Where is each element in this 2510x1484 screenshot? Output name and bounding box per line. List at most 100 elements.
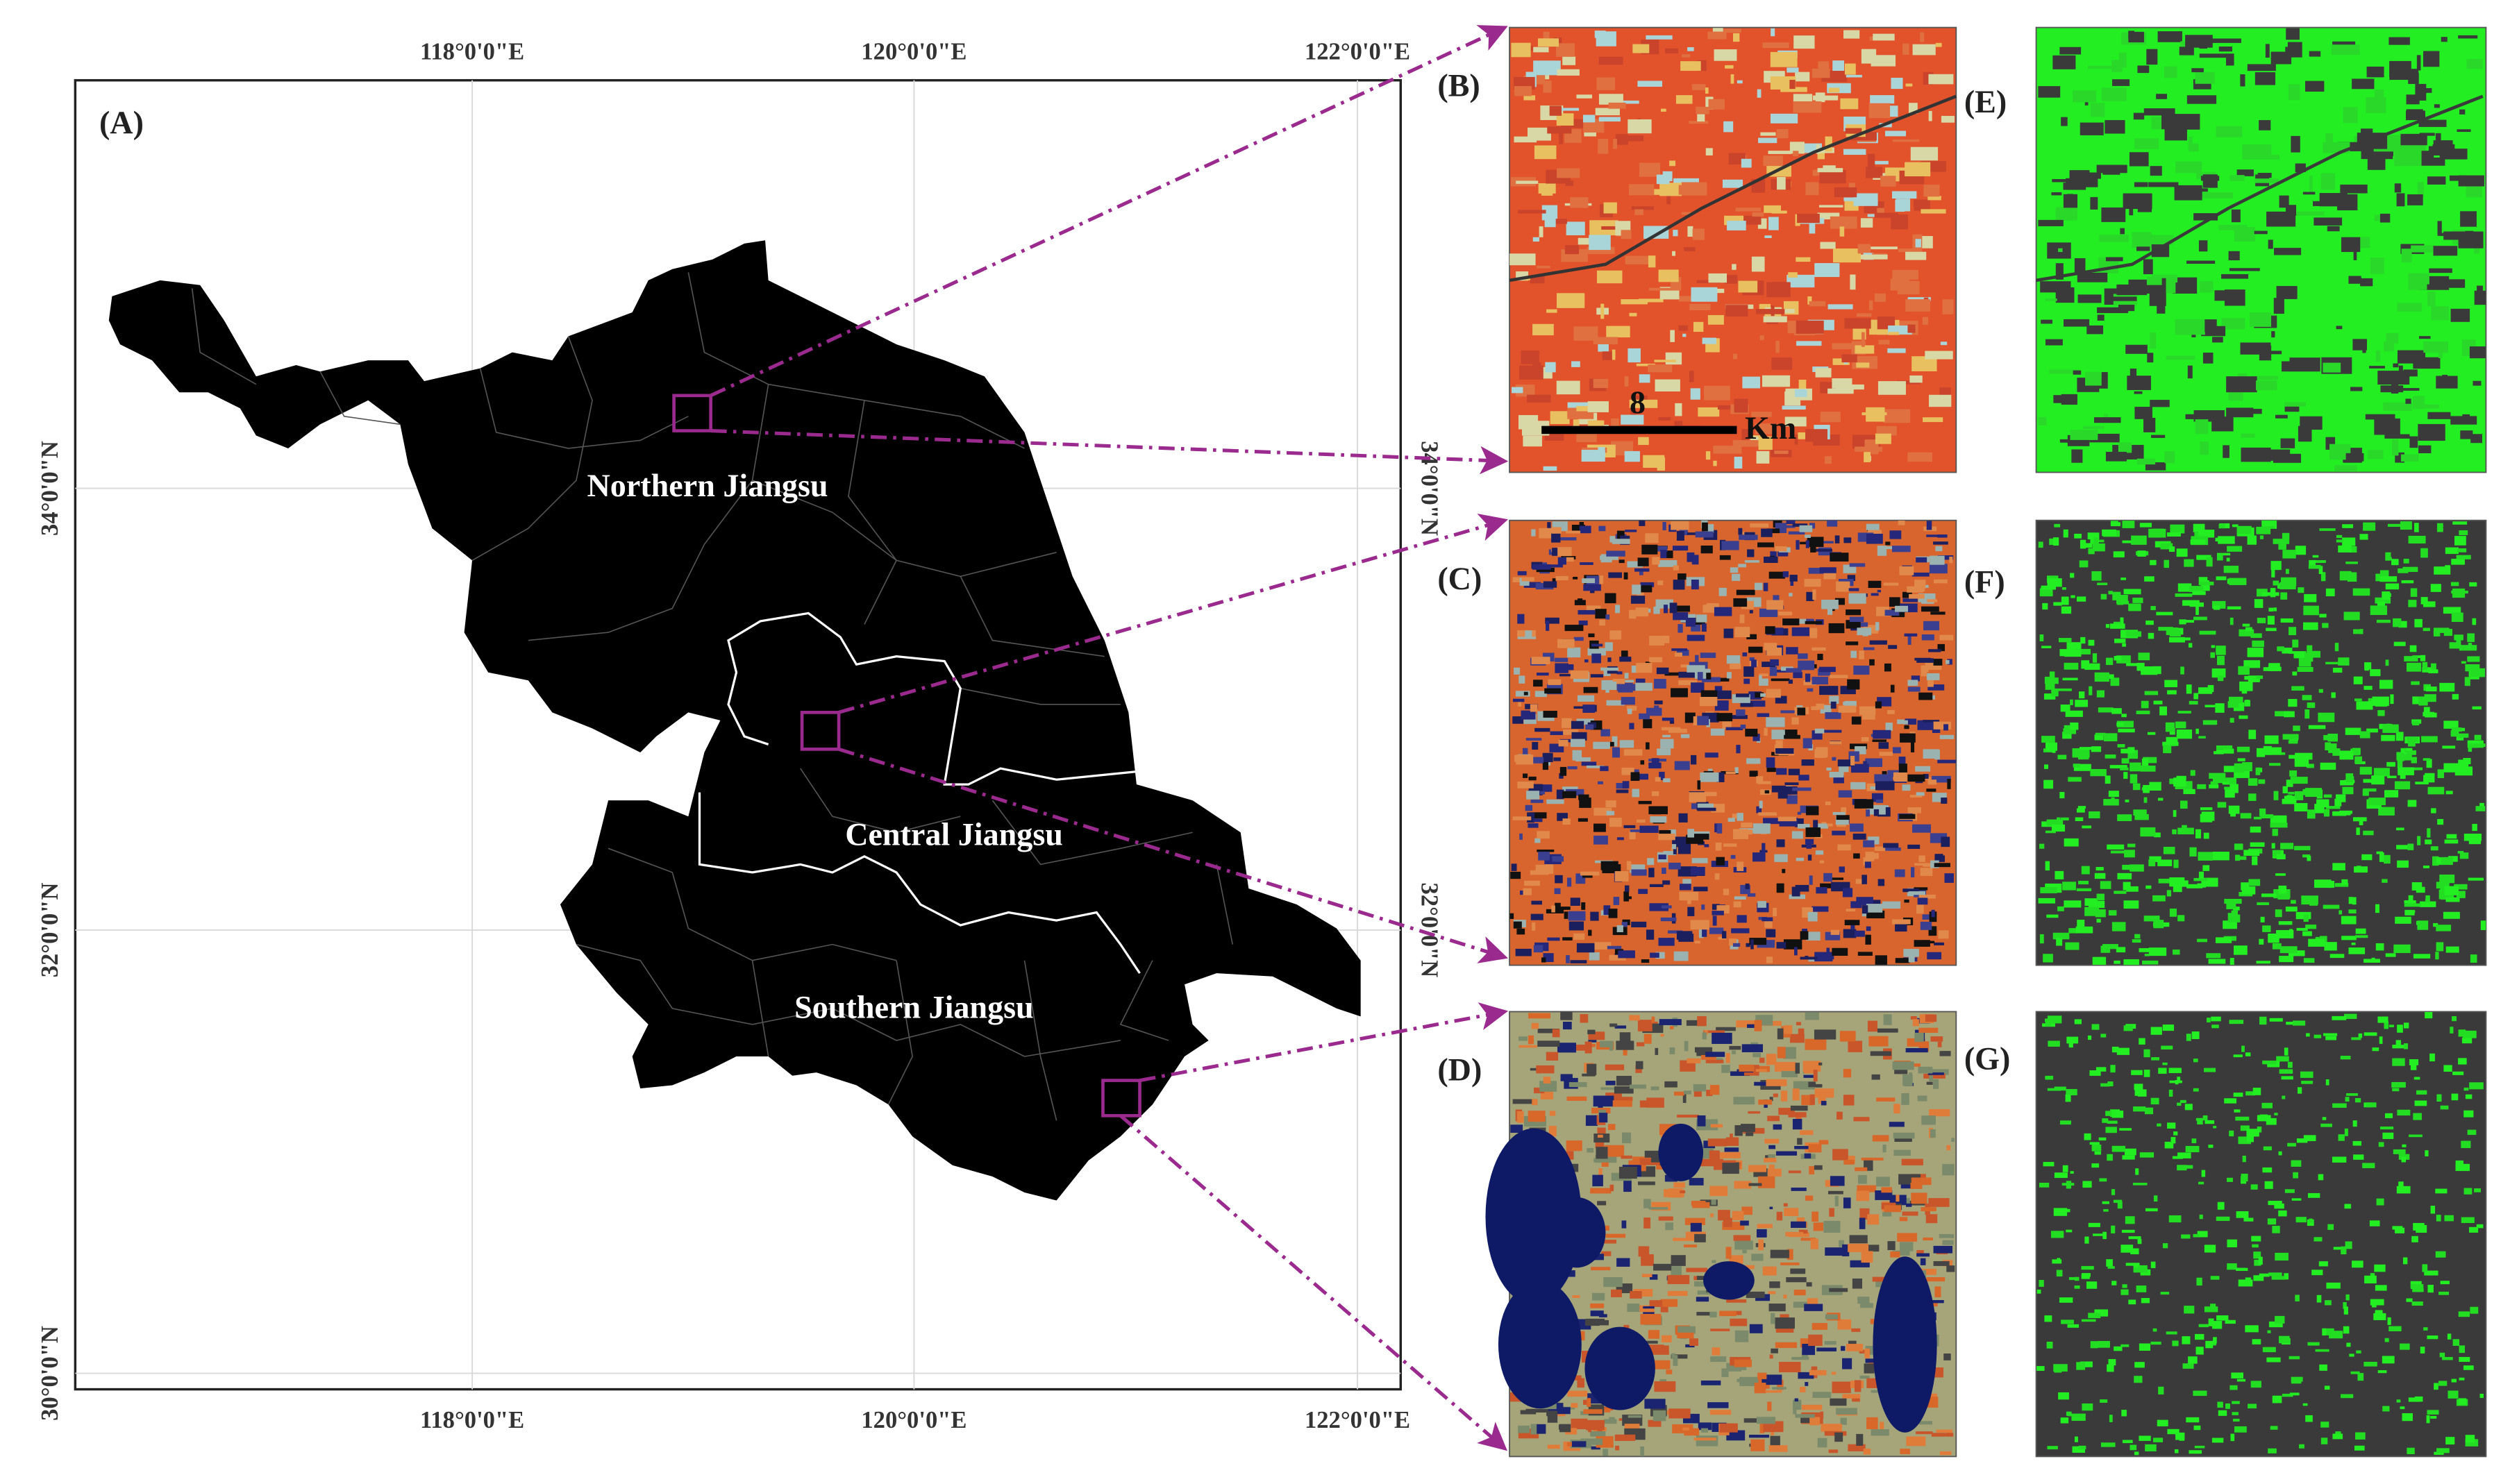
image-patch — [1935, 42, 1942, 47]
image-patch — [2322, 1328, 2327, 1336]
image-patch — [1806, 1282, 1812, 1287]
image-patch — [1865, 934, 1871, 945]
image-patch — [2045, 1020, 2052, 1027]
image-patch — [2157, 798, 2164, 801]
image-patch — [1801, 759, 1814, 766]
image-patch — [1907, 680, 1918, 686]
image-patch — [1818, 1140, 1829, 1145]
image-patch — [2159, 706, 2167, 716]
image-patch — [2236, 169, 2254, 176]
image-patch — [1876, 425, 1897, 436]
image-patch — [1911, 675, 1920, 682]
image-patch — [2387, 1317, 2391, 1325]
image-patch — [1786, 1277, 1807, 1283]
image-patch — [2074, 1285, 2080, 1289]
image-patch — [1934, 863, 1950, 868]
image-patch — [1788, 531, 1805, 535]
image-patch — [2193, 877, 2208, 882]
image-patch — [2189, 1450, 2202, 1454]
image-patch — [2154, 832, 2161, 838]
image-patch — [1769, 1097, 1773, 1102]
image-patch — [1874, 774, 1893, 784]
image-patch — [2160, 1292, 2170, 1295]
image-patch — [2363, 1361, 2377, 1367]
image-patch — [2175, 721, 2186, 729]
image-patch — [1697, 1290, 1716, 1295]
image-patch — [1734, 1359, 1752, 1367]
image-patch — [1805, 673, 1811, 682]
image-patch — [2231, 914, 2241, 922]
image-patch — [2088, 639, 2095, 646]
image-patch — [2393, 618, 2402, 627]
image-patch — [2158, 878, 2170, 884]
image-patch — [2456, 891, 2466, 898]
image-patch — [1916, 792, 1925, 796]
image-patch — [1676, 650, 1689, 656]
image-patch — [2231, 209, 2241, 223]
image-patch — [1839, 866, 1845, 872]
image-patch — [1793, 1301, 1810, 1308]
image-patch — [1694, 1233, 1706, 1242]
image-patch — [2166, 890, 2172, 897]
image-patch — [2045, 298, 2057, 301]
image-patch — [2217, 675, 2224, 682]
image-patch — [1643, 226, 1669, 239]
image-patch — [2121, 714, 2127, 718]
image-patch — [1766, 647, 1782, 656]
image-patch — [1805, 1038, 1827, 1050]
image-patch — [1809, 627, 1818, 639]
image-patch — [1796, 320, 1824, 334]
image-patch — [2239, 715, 2248, 719]
image-patch — [2120, 617, 2124, 626]
image-patch — [2146, 49, 2158, 65]
image-patch — [2123, 589, 2141, 595]
image-patch — [2384, 1021, 2389, 1029]
image-patch — [1776, 942, 1787, 949]
image-patch — [1692, 834, 1709, 840]
image-patch — [1715, 677, 1730, 682]
image-patch — [2211, 645, 2216, 648]
image-patch — [1634, 209, 1643, 215]
image-patch — [2418, 445, 2432, 454]
image-patch — [1832, 358, 1850, 365]
image-patch — [2056, 1270, 2063, 1277]
image-patch — [1832, 811, 1846, 816]
image-patch — [2233, 1054, 2243, 1058]
image-patch — [1943, 724, 1948, 731]
image-patch — [1673, 1182, 1685, 1188]
image-patch — [1921, 606, 1939, 612]
image-patch — [1744, 560, 1759, 563]
image-patch — [2236, 1378, 2246, 1382]
image-patch — [2325, 661, 2341, 665]
image-patch — [2125, 344, 2148, 354]
image-patch — [1533, 945, 1543, 953]
image-patch — [2343, 1306, 2348, 1315]
image-patch — [2093, 1233, 2104, 1236]
image-patch — [2146, 276, 2162, 285]
image-patch — [1760, 132, 1776, 136]
image-patch — [2110, 1065, 2116, 1073]
image-patch — [1780, 710, 1795, 714]
image-patch — [1793, 1399, 1802, 1410]
image-patch — [1920, 1268, 1936, 1275]
image-patch — [2306, 764, 2314, 768]
image-patch — [2041, 736, 2055, 743]
image-patch — [2232, 907, 2240, 911]
image-patch — [1678, 934, 1694, 942]
image-patch — [1775, 1342, 1798, 1349]
image-patch — [1891, 919, 1911, 925]
image-patch — [1749, 1435, 1770, 1438]
image-patch — [1741, 1206, 1752, 1215]
image-patch — [1748, 646, 1763, 653]
image-patch — [2189, 586, 2204, 593]
image-patch — [2462, 1030, 2477, 1038]
image-patch — [2213, 605, 2220, 610]
image-patch — [1662, 880, 1671, 885]
image-patch — [2341, 1394, 2354, 1399]
image-patch — [2137, 550, 2146, 557]
image-patch — [1739, 614, 1745, 623]
image-patch — [2429, 1053, 2435, 1062]
image-patch — [2099, 235, 2130, 242]
image-patch — [2139, 1435, 2151, 1441]
image-patch — [1818, 1093, 1826, 1104]
